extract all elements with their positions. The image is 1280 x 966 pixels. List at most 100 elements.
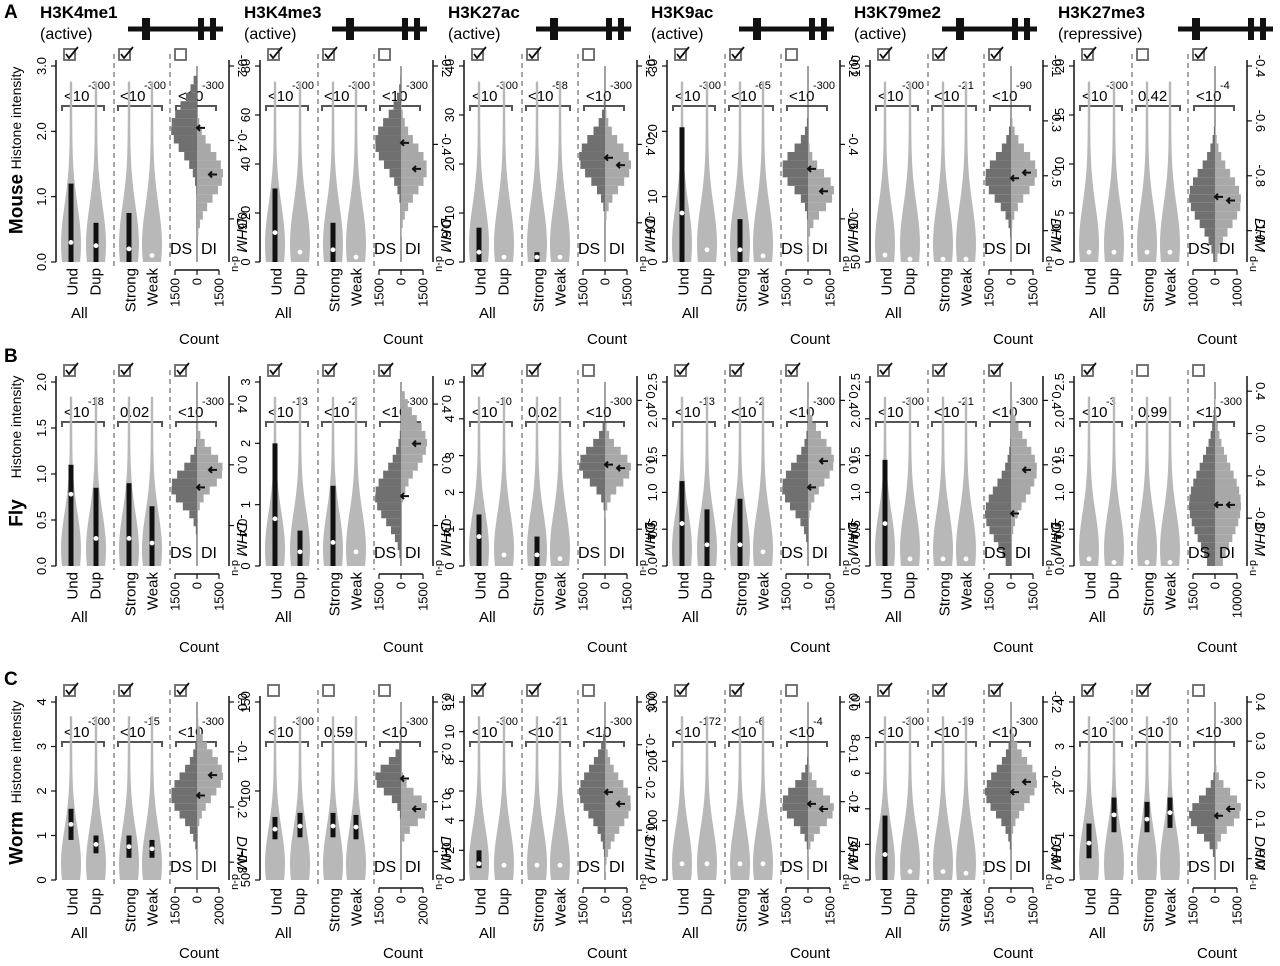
p-value-label: <10 bbox=[789, 724, 814, 741]
histogram-bin-ds bbox=[1189, 502, 1215, 511]
check-mark-icon bbox=[990, 46, 1004, 60]
ds-label: DS bbox=[374, 859, 396, 876]
histogram-bin-ds bbox=[580, 160, 605, 169]
y-tick-label: 1.5 bbox=[34, 419, 49, 437]
histogram-bin-ds bbox=[794, 143, 808, 152]
di-label: DI bbox=[812, 241, 828, 258]
dup-label: Dup bbox=[87, 268, 104, 296]
y-tick-label: 2.0 bbox=[645, 410, 660, 428]
count-tick-group: 0 bbox=[1208, 278, 1223, 285]
histogram-bin-di bbox=[1011, 126, 1015, 136]
histogram-bin-ds bbox=[593, 438, 605, 447]
y-tick-label: 1.0 bbox=[848, 483, 863, 501]
checkbox-icon bbox=[1136, 364, 1149, 377]
histogram-bin-ds bbox=[782, 795, 808, 804]
histogram-bin-ds bbox=[1010, 438, 1011, 447]
median-point bbox=[940, 556, 946, 562]
significance-bracket bbox=[265, 421, 309, 427]
count-tick-group: 1000 bbox=[1230, 278, 1245, 307]
violin-shape bbox=[346, 716, 366, 880]
count-tick-group: 1500 bbox=[576, 896, 591, 925]
all-label: All bbox=[885, 305, 902, 322]
histogram-bin-di bbox=[401, 391, 405, 400]
checkbox-icon bbox=[582, 684, 595, 697]
histogram-bin-ds bbox=[1010, 118, 1011, 127]
histogram-bin-ds bbox=[580, 780, 605, 788]
dhm-tick-label: 0.0 bbox=[235, 693, 250, 711]
histogram-bin-ds bbox=[1204, 228, 1215, 237]
chart-panel: 01234<10-300<10-10<10-300DSDI0.40.30.20.… bbox=[1052, 682, 1268, 962]
dhm-tick-group: -0.2 bbox=[846, 55, 861, 77]
check-mark-icon bbox=[324, 362, 338, 376]
y-tick-group: 0 bbox=[645, 876, 660, 883]
histogram-bin-di bbox=[1215, 780, 1224, 788]
checkbox-icon bbox=[1136, 48, 1149, 61]
weak-label: Weak bbox=[348, 888, 365, 927]
y-tick-group: 2 bbox=[442, 847, 457, 854]
checkbox-icon bbox=[174, 364, 187, 377]
dhm-tick-label: -0.6 bbox=[643, 212, 658, 234]
histogram-bin-di bbox=[605, 818, 625, 827]
dup-label: Dup bbox=[291, 888, 308, 916]
significance-bracket bbox=[728, 421, 774, 427]
y-tick-label: 0 bbox=[442, 562, 457, 569]
dhm-tick-label: -0.4 bbox=[439, 133, 454, 155]
significance-bracket bbox=[672, 421, 716, 427]
histogram-bin-di bbox=[808, 446, 832, 455]
checkbox-icon bbox=[674, 48, 687, 61]
p-value-label: <10 bbox=[528, 724, 553, 741]
dhm-tick-label: -0.4 bbox=[846, 133, 861, 155]
dhm-tick-group: -0.1 bbox=[643, 734, 658, 756]
count-tick-label: 1500 bbox=[982, 278, 997, 307]
histogram-bin-di bbox=[197, 177, 222, 186]
histogram-bin-di bbox=[1011, 757, 1028, 765]
histogram-bin-di bbox=[1215, 462, 1231, 471]
checkbox-icon bbox=[378, 684, 391, 697]
y-tick-group: 1.0 bbox=[848, 483, 863, 501]
box-plot-iqr bbox=[330, 485, 336, 566]
count-label: Count bbox=[383, 639, 424, 656]
dhm-title-subscript: d-u bbox=[433, 560, 445, 576]
histogram-bin-ds bbox=[1009, 733, 1011, 742]
histogram-bin-ds bbox=[600, 833, 605, 842]
histogram-bin-ds bbox=[800, 826, 808, 834]
di-arrow-icon bbox=[1021, 168, 1031, 177]
histogram-bin-di bbox=[1011, 160, 1036, 169]
x-label-group: Strong bbox=[936, 268, 953, 312]
und-label: Und bbox=[878, 268, 895, 296]
x-label-group: Strong bbox=[122, 888, 139, 932]
count-tick-group: 1500 bbox=[168, 582, 183, 611]
violin-shape bbox=[346, 396, 366, 566]
y-tick-label: 1.0 bbox=[34, 465, 49, 483]
histogram-bin-di bbox=[401, 202, 409, 212]
column-state-label: (active) bbox=[40, 26, 92, 43]
dhm-title-text: DHM bbox=[844, 836, 861, 871]
histogram-bin-di bbox=[197, 446, 212, 455]
histogram-bin-di bbox=[605, 168, 630, 178]
histogram-bin-di bbox=[401, 780, 407, 788]
dhm-title-subscript: d-u bbox=[637, 874, 649, 890]
violin-shape bbox=[956, 716, 976, 880]
histogram-bin-ds bbox=[583, 470, 605, 479]
check-mark-icon bbox=[324, 46, 338, 60]
histogram-bin-ds bbox=[189, 510, 197, 519]
dhm-tick-group: 0.2 bbox=[1253, 771, 1268, 789]
checkbox-icon bbox=[378, 48, 391, 61]
significance-bracket bbox=[525, 421, 571, 427]
all-label: All bbox=[275, 305, 292, 322]
histogram-bin-ds bbox=[389, 168, 401, 178]
dhm-tick-group: 0.4 bbox=[235, 395, 250, 413]
check-mark-icon bbox=[879, 46, 893, 60]
histogram-bin-di bbox=[1011, 486, 1031, 495]
strong-label: Strong bbox=[1140, 888, 1157, 932]
und-label: Und bbox=[268, 888, 285, 916]
histogram-bin-ds bbox=[397, 542, 401, 551]
significance-bracket bbox=[525, 105, 571, 111]
histogram-bin-di bbox=[197, 202, 208, 212]
histogram-bin-ds bbox=[1008, 126, 1011, 136]
strong-label: Strong bbox=[530, 572, 547, 616]
histogram-bin-di bbox=[605, 772, 619, 781]
y-tick-group: 2 bbox=[238, 440, 253, 447]
